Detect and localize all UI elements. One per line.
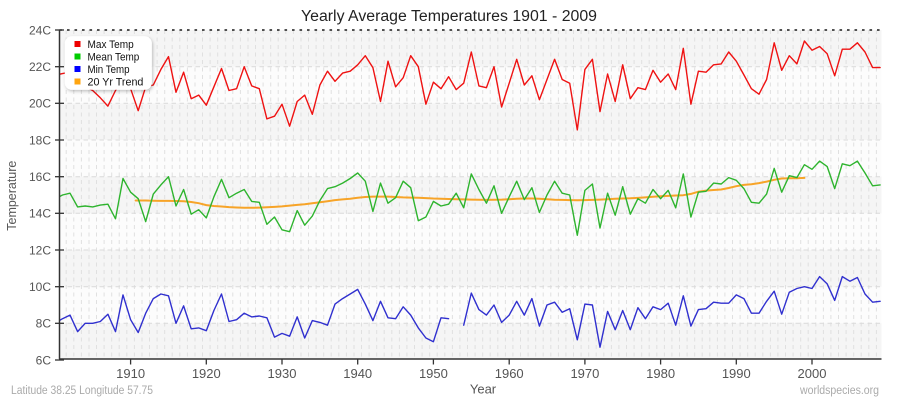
svg-text:Latitude 38.25 Longitude 57.75: Latitude 38.25 Longitude 57.75 [11,383,153,397]
svg-text:Max Temp: Max Temp [88,39,134,51]
svg-text:16C: 16C [29,170,51,184]
svg-text:1940: 1940 [343,366,372,381]
svg-text:12C: 12C [29,243,51,257]
svg-text:1920: 1920 [192,366,221,381]
svg-text:1950: 1950 [419,366,448,381]
svg-text:Temperature: Temperature [5,161,19,231]
svg-text:10C: 10C [29,280,51,294]
svg-text:14C: 14C [29,207,51,221]
svg-text:1970: 1970 [570,366,599,381]
svg-text:worldspecies.org: worldspecies.org [799,383,879,397]
svg-text:Year: Year [470,381,497,396]
svg-text:20C: 20C [29,97,51,111]
svg-text:20 Yr Trend: 20 Yr Trend [88,76,144,88]
svg-text:1930: 1930 [268,366,297,381]
svg-text:6C: 6C [36,353,52,367]
svg-text:24C: 24C [29,23,51,37]
svg-text:Min Temp: Min Temp [88,64,130,76]
svg-text:1910: 1910 [116,366,145,381]
svg-text:1980: 1980 [646,366,675,381]
svg-text:8C: 8C [36,317,52,331]
svg-text:1960: 1960 [495,366,524,381]
svg-text:Mean Temp: Mean Temp [88,51,140,63]
svg-text:1990: 1990 [722,366,751,381]
svg-text:22C: 22C [29,60,51,74]
svg-text:Yearly Average Temperatures 19: Yearly Average Temperatures 1901 - 2009 [301,8,597,25]
svg-text:18C: 18C [29,133,51,147]
svg-text:2000: 2000 [798,366,827,381]
